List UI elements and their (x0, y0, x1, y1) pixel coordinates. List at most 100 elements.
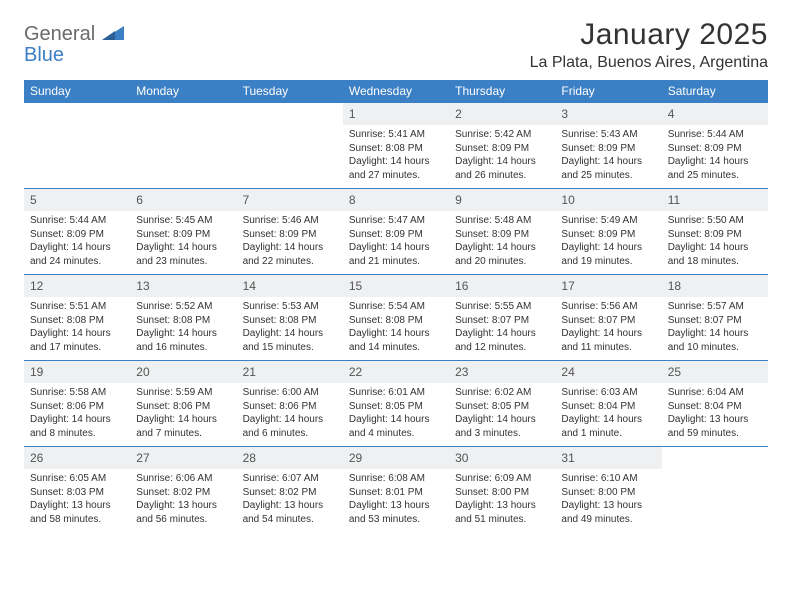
sunrise-text: Sunrise: 5:50 AM (668, 214, 762, 228)
sunset-text: Sunset: 8:09 PM (561, 228, 655, 242)
daylight-text: Daylight: 14 hours (30, 241, 124, 255)
sunset-text: Sunset: 8:02 PM (136, 486, 230, 500)
sunrise-text: Sunrise: 5:45 AM (136, 214, 230, 228)
sunrise-text: Sunrise: 5:49 AM (561, 214, 655, 228)
day-body: Sunrise: 6:02 AMSunset: 8:05 PMDaylight:… (449, 383, 555, 444)
calendar-cell: 13Sunrise: 5:52 AMSunset: 8:08 PMDayligh… (130, 274, 236, 360)
sunset-text: Sunset: 8:08 PM (136, 314, 230, 328)
sunset-text: Sunset: 8:01 PM (349, 486, 443, 500)
daylight-text: and 19 minutes. (561, 255, 655, 269)
sunset-text: Sunset: 8:00 PM (455, 486, 549, 500)
daylight-text: and 59 minutes. (668, 427, 762, 441)
logo: General Blue (24, 18, 124, 66)
day-number: 11 (662, 188, 768, 211)
day-number-empty (130, 102, 236, 124)
sunset-text: Sunset: 8:09 PM (668, 228, 762, 242)
day-body: Sunrise: 5:54 AMSunset: 8:08 PMDaylight:… (343, 297, 449, 358)
sunset-text: Sunset: 8:08 PM (349, 314, 443, 328)
day-body: Sunrise: 5:55 AMSunset: 8:07 PMDaylight:… (449, 297, 555, 358)
sunset-text: Sunset: 8:04 PM (668, 400, 762, 414)
day-number-empty (662, 446, 768, 468)
day-number: 2 (449, 102, 555, 125)
daylight-text: and 3 minutes. (455, 427, 549, 441)
day-number: 7 (237, 188, 343, 211)
day-number: 6 (130, 188, 236, 211)
calendar-cell: 30Sunrise: 6:09 AMSunset: 8:00 PMDayligh… (449, 446, 555, 532)
daylight-text: and 21 minutes. (349, 255, 443, 269)
sunrise-text: Sunrise: 5:41 AM (349, 128, 443, 142)
sunset-text: Sunset: 8:09 PM (668, 142, 762, 156)
sunset-text: Sunset: 8:03 PM (30, 486, 124, 500)
title-block: January 2025 La Plata, Buenos Aires, Arg… (530, 18, 768, 72)
day-body: Sunrise: 6:06 AMSunset: 8:02 PMDaylight:… (130, 469, 236, 530)
daylight-text: and 17 minutes. (30, 341, 124, 355)
day-body: Sunrise: 5:59 AMSunset: 8:06 PMDaylight:… (130, 383, 236, 444)
day-number: 13 (130, 274, 236, 297)
calendar-cell: 4Sunrise: 5:44 AMSunset: 8:09 PMDaylight… (662, 102, 768, 188)
day-body: Sunrise: 5:53 AMSunset: 8:08 PMDaylight:… (237, 297, 343, 358)
day-body: Sunrise: 5:50 AMSunset: 8:09 PMDaylight:… (662, 211, 768, 272)
day-body: Sunrise: 6:05 AMSunset: 8:03 PMDaylight:… (24, 469, 130, 530)
sunset-text: Sunset: 8:02 PM (243, 486, 337, 500)
calendar-cell: 20Sunrise: 5:59 AMSunset: 8:06 PMDayligh… (130, 360, 236, 446)
day-body: Sunrise: 5:44 AMSunset: 8:09 PMDaylight:… (662, 125, 768, 186)
daylight-text: Daylight: 14 hours (668, 327, 762, 341)
header: General Blue January 2025 La Plata, Buen… (24, 18, 768, 72)
daylight-text: and 8 minutes. (30, 427, 124, 441)
calendar-week-row: 5Sunrise: 5:44 AMSunset: 8:09 PMDaylight… (24, 188, 768, 274)
day-number: 30 (449, 446, 555, 469)
sunrise-text: Sunrise: 6:03 AM (561, 386, 655, 400)
sunrise-text: Sunrise: 5:57 AM (668, 300, 762, 314)
daylight-text: and 26 minutes. (455, 169, 549, 183)
calendar-cell: 22Sunrise: 6:01 AMSunset: 8:05 PMDayligh… (343, 360, 449, 446)
day-number: 10 (555, 188, 661, 211)
day-number: 9 (449, 188, 555, 211)
day-body: Sunrise: 5:49 AMSunset: 8:09 PMDaylight:… (555, 211, 661, 272)
daylight-text: Daylight: 14 hours (561, 413, 655, 427)
calendar-cell: 9Sunrise: 5:48 AMSunset: 8:09 PMDaylight… (449, 188, 555, 274)
sunrise-text: Sunrise: 6:08 AM (349, 472, 443, 486)
day-body: Sunrise: 5:48 AMSunset: 8:09 PMDaylight:… (449, 211, 555, 272)
daylight-text: Daylight: 14 hours (136, 327, 230, 341)
day-number-empty (24, 102, 130, 124)
sunset-text: Sunset: 8:04 PM (561, 400, 655, 414)
day-body: Sunrise: 5:46 AMSunset: 8:09 PMDaylight:… (237, 211, 343, 272)
daylight-text: Daylight: 14 hours (455, 155, 549, 169)
day-body: Sunrise: 5:51 AMSunset: 8:08 PMDaylight:… (24, 297, 130, 358)
sunset-text: Sunset: 8:06 PM (243, 400, 337, 414)
logo-triangle-icon (102, 26, 124, 45)
sunrise-text: Sunrise: 6:09 AM (455, 472, 549, 486)
calendar-cell: 28Sunrise: 6:07 AMSunset: 8:02 PMDayligh… (237, 446, 343, 532)
daylight-text: Daylight: 14 hours (455, 413, 549, 427)
day-body: Sunrise: 5:44 AMSunset: 8:09 PMDaylight:… (24, 211, 130, 272)
daylight-text: Daylight: 14 hours (243, 241, 337, 255)
day-number-empty (237, 102, 343, 124)
day-number: 22 (343, 360, 449, 383)
weekday-header-row: Sunday Monday Tuesday Wednesday Thursday… (24, 80, 768, 102)
sunset-text: Sunset: 8:09 PM (455, 142, 549, 156)
daylight-text: Daylight: 14 hours (668, 241, 762, 255)
day-number: 19 (24, 360, 130, 383)
month-title: January 2025 (530, 18, 768, 52)
calendar-cell: 25Sunrise: 6:04 AMSunset: 8:04 PMDayligh… (662, 360, 768, 446)
weekday-header: Tuesday (237, 80, 343, 102)
day-number: 12 (24, 274, 130, 297)
daylight-text: Daylight: 14 hours (136, 241, 230, 255)
calendar-cell: 1Sunrise: 5:41 AMSunset: 8:08 PMDaylight… (343, 102, 449, 188)
calendar-cell: 17Sunrise: 5:56 AMSunset: 8:07 PMDayligh… (555, 274, 661, 360)
weekday-header: Wednesday (343, 80, 449, 102)
daylight-text: Daylight: 14 hours (136, 413, 230, 427)
daylight-text: Daylight: 13 hours (243, 499, 337, 513)
daylight-text: and 58 minutes. (30, 513, 124, 527)
daylight-text: and 1 minute. (561, 427, 655, 441)
day-number: 24 (555, 360, 661, 383)
weekday-header: Friday (555, 80, 661, 102)
calendar-table: Sunday Monday Tuesday Wednesday Thursday… (24, 80, 768, 532)
calendar-body: 1Sunrise: 5:41 AMSunset: 8:08 PMDaylight… (24, 102, 768, 532)
calendar-cell: 6Sunrise: 5:45 AMSunset: 8:09 PMDaylight… (130, 188, 236, 274)
sunset-text: Sunset: 8:08 PM (349, 142, 443, 156)
day-number: 8 (343, 188, 449, 211)
day-number: 28 (237, 446, 343, 469)
day-body: Sunrise: 5:47 AMSunset: 8:09 PMDaylight:… (343, 211, 449, 272)
daylight-text: Daylight: 14 hours (243, 327, 337, 341)
